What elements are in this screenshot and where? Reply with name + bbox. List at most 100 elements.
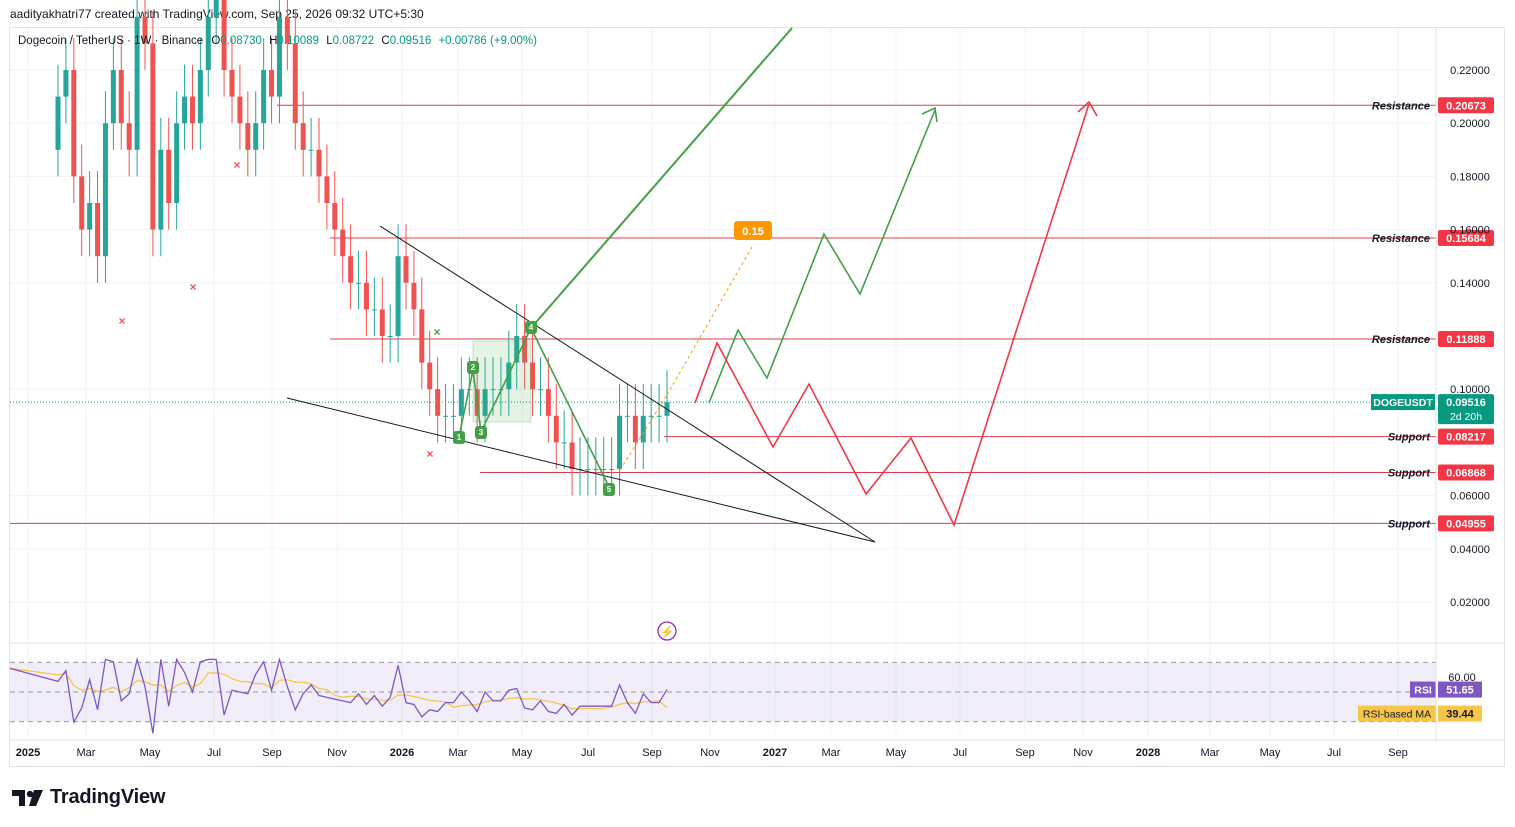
wedge-upper-line — [379, 225, 876, 543]
candle-body — [205, 16, 211, 70]
cross-marker: × — [433, 325, 440, 339]
candle-body — [261, 70, 267, 124]
candle-body — [379, 309, 385, 336]
candle-body — [403, 256, 409, 283]
wave-label: 4 — [529, 323, 534, 332]
red-arrowhead — [1077, 100, 1098, 117]
high-label: H — [269, 35, 278, 47]
level-label-support: Support — [1388, 518, 1431, 530]
candle-body — [253, 123, 259, 150]
candle-body — [182, 96, 188, 124]
candle-body — [126, 123, 132, 150]
candle-body — [308, 149, 314, 151]
candle-body — [569, 442, 575, 469]
high-value: 0.10089 — [277, 35, 319, 47]
candle-body — [340, 229, 346, 257]
x-tick-label: Sep — [1015, 747, 1035, 759]
target-tag — [734, 221, 772, 240]
wave-label: 5 — [607, 485, 612, 494]
candle-body — [189, 96, 195, 124]
wave-label: 2 — [471, 363, 476, 372]
level-label-resistance: Resistance — [1372, 334, 1430, 346]
x-tick-label: Sep — [1388, 747, 1408, 759]
level-price-text: 0.15684 — [1446, 233, 1487, 245]
candle-body — [95, 203, 101, 257]
rsi-ma-value: 39.44 — [1446, 709, 1474, 721]
x-tick-label: Mar — [449, 747, 468, 759]
cross-marker: × — [426, 447, 433, 461]
candle-body — [371, 309, 377, 311]
level-price-tag — [1438, 515, 1494, 532]
level-price-tag — [1438, 428, 1494, 445]
candle-body — [276, 16, 282, 97]
candle-body — [585, 469, 591, 470]
x-tick-label: Sep — [262, 747, 282, 759]
green-arrowhead — [921, 106, 938, 123]
candle-body — [237, 96, 243, 124]
candle-body — [150, 43, 156, 230]
candle-body — [134, 16, 140, 150]
symbol-title[interactable]: Dogecoin / TetherUS · 1W · Binance — [18, 35, 204, 47]
rsi-value-tag — [1438, 681, 1482, 698]
candle-body — [166, 149, 172, 203]
y-tick-label: 0.14000 — [1450, 278, 1490, 290]
current-price-value: 0.09516 — [1446, 397, 1486, 409]
x-tick-label: Nov — [1073, 747, 1093, 759]
level-label-support: Support — [1388, 432, 1431, 444]
candle-body — [640, 415, 646, 443]
y-tick-label: 0.20000 — [1450, 118, 1490, 130]
candle-body — [174, 123, 180, 203]
candle-body — [300, 123, 306, 150]
candle-body — [561, 442, 567, 444]
candle-body — [648, 415, 654, 417]
x-tick-label: Mar — [77, 747, 96, 759]
x-tick-label: 2027 — [763, 747, 787, 759]
event-lightning-glyph: ⚡ — [660, 625, 675, 639]
tradingview-logo[interactable]: TradingView — [12, 786, 165, 809]
x-tick-label: May — [1260, 747, 1281, 759]
open-label: O — [211, 35, 221, 47]
candle-body — [458, 389, 464, 416]
level-price-text: 0.08217 — [1446, 432, 1486, 444]
wave-box — [472, 340, 532, 423]
rsi-axis-label: 60.00 — [1448, 672, 1476, 684]
green-target-line — [530, 27, 793, 329]
candle-body — [284, 16, 290, 44]
y-tick-label: 0.06000 — [1450, 491, 1490, 503]
rsi-name: RSI — [1414, 685, 1432, 697]
candle-body — [158, 149, 164, 230]
candle-body — [537, 389, 543, 391]
candle-body — [55, 96, 61, 150]
candle-body — [269, 70, 275, 97]
bar-countdown: 2d 20h — [1450, 411, 1482, 423]
level-label-resistance: Resistance — [1372, 100, 1430, 112]
candle-body — [609, 469, 615, 470]
candle-body — [482, 389, 488, 416]
x-tick-label: Mar — [1201, 747, 1220, 759]
wave-label-bg — [475, 426, 487, 439]
low-value: 0.08722 — [332, 35, 375, 47]
projection-line-lower — [619, 394, 668, 471]
x-tick-label: 2025 — [16, 747, 40, 759]
level-label-resistance: Resistance — [1372, 233, 1430, 245]
rsi-ma-value-tag — [1438, 705, 1482, 722]
candle-body — [514, 336, 520, 363]
candle-body — [522, 336, 528, 363]
wave-label-bg — [525, 321, 537, 334]
cross-marker: × — [118, 314, 125, 328]
candle-body — [229, 70, 235, 97]
projection-line — [666, 246, 753, 396]
candle-body — [427, 362, 433, 390]
x-tick-label: Jul — [953, 747, 967, 759]
candle-body — [316, 149, 322, 177]
rsi-ma-name-tag — [1358, 705, 1436, 722]
level-label-support: Support — [1388, 468, 1431, 480]
wave-label: 1 — [457, 433, 462, 442]
candle-body — [102, 123, 108, 257]
candle-body — [593, 469, 599, 470]
candle-body — [245, 123, 251, 150]
tradingview-wordmark: TradingView — [50, 786, 166, 808]
candle-body — [411, 282, 417, 310]
candle-body — [63, 70, 69, 97]
